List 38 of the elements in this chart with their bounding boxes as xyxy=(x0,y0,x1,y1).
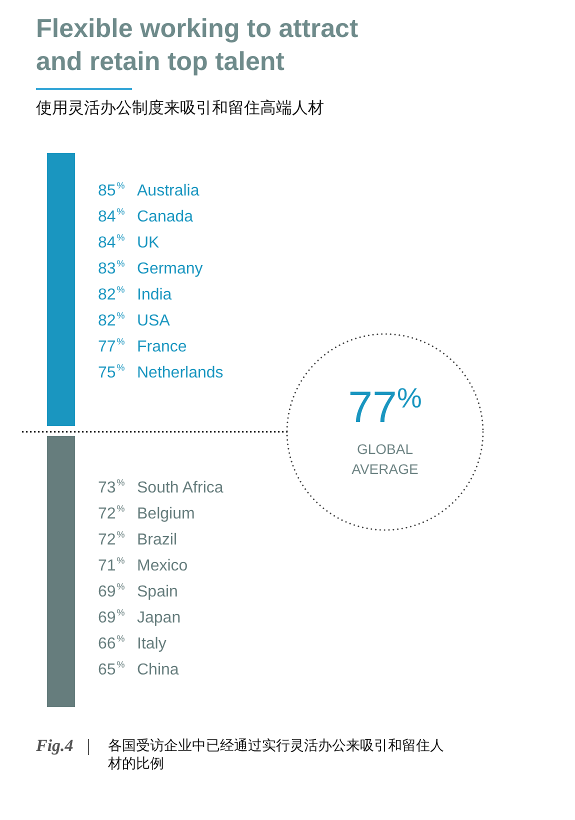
category-label: South Africa xyxy=(137,479,224,496)
category-label: USA xyxy=(137,312,170,330)
data-label: 66% xyxy=(98,633,125,652)
text: GLOBAL AVERAGE xyxy=(352,440,418,477)
category-label: India xyxy=(137,286,172,304)
category-label: Spain xyxy=(137,583,178,600)
category-label: China xyxy=(137,661,179,678)
category-label: Belgium xyxy=(137,505,195,522)
text: Flexible working to attract and retain top talent xyxy=(36,12,360,78)
data-label: 82% xyxy=(98,284,125,304)
data-label: 77% xyxy=(98,336,125,356)
data-label: 85% xyxy=(98,180,125,200)
text: 77% xyxy=(348,382,422,432)
category-label: Mexico xyxy=(137,557,188,574)
category-label: Italy xyxy=(137,635,166,652)
data-label: 82% xyxy=(98,310,125,330)
data-label: 72% xyxy=(98,503,125,522)
data-label: 84% xyxy=(98,232,125,252)
category-label: Germany xyxy=(137,260,203,278)
data-label: 65% xyxy=(98,659,125,678)
text: 使用灵活办公制度来吸引和留住高端人材 xyxy=(36,98,324,119)
data-label: 73% xyxy=(98,477,125,496)
category-label: France xyxy=(137,338,187,356)
data-label: 83% xyxy=(98,258,125,278)
text: 各国受访企业中已经通过实行灵活办公来吸引和留住人材的比例 xyxy=(108,737,445,773)
category-label: Japan xyxy=(137,609,181,626)
category-label: Brazil xyxy=(137,531,178,548)
category-label: Netherlands xyxy=(137,364,224,382)
data-label: 69% xyxy=(98,581,125,600)
data-label: 72% xyxy=(98,529,125,548)
data-label: 75% xyxy=(98,362,125,382)
category-label: UK xyxy=(137,234,160,252)
data-label: 71% xyxy=(98,555,125,574)
category-label: Canada xyxy=(137,208,194,226)
data-label: 84% xyxy=(98,206,125,226)
category-label: Australia xyxy=(137,182,200,200)
caption: Fig.4 xyxy=(36,736,74,756)
data-label: 69% xyxy=(98,607,125,626)
